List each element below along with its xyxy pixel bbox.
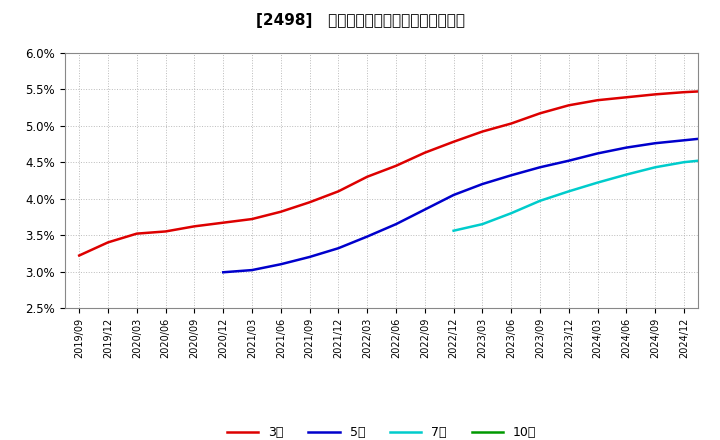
5年: [392, 221, 400, 227]
5年: [536, 165, 544, 170]
3年: [449, 139, 458, 144]
3年: [593, 98, 602, 103]
Legend: 3年, 5年, 7年, 10年: 3年, 5年, 7年, 10年: [222, 422, 541, 440]
5年: [680, 138, 688, 143]
7年: [564, 189, 573, 194]
3年: [536, 111, 544, 116]
3年: [132, 231, 141, 236]
5年: [363, 234, 372, 239]
5年: [593, 151, 602, 156]
3年: [161, 229, 170, 234]
7年: [593, 180, 602, 185]
7年: [622, 172, 631, 177]
5年: [622, 145, 631, 150]
3年: [651, 92, 660, 97]
3年: [248, 216, 256, 222]
3年: [104, 240, 112, 245]
5年: [219, 270, 228, 275]
7年: [449, 228, 458, 233]
5年: [651, 140, 660, 146]
3年: [305, 200, 314, 205]
3年: [75, 253, 84, 258]
5年: [708, 135, 717, 140]
5年: [248, 268, 256, 273]
3年: [276, 209, 285, 214]
5年: [449, 192, 458, 198]
3年: [622, 95, 631, 100]
7年: [708, 157, 717, 162]
3年: [420, 150, 429, 155]
Line: 7年: 7年: [454, 156, 720, 231]
7年: [680, 160, 688, 165]
Line: 3年: 3年: [79, 89, 720, 256]
3年: [392, 163, 400, 169]
5年: [276, 262, 285, 267]
7年: [507, 211, 516, 216]
3年: [708, 88, 717, 93]
7年: [536, 198, 544, 203]
3年: [680, 89, 688, 95]
3年: [219, 220, 228, 225]
5年: [334, 246, 343, 251]
5年: [507, 172, 516, 178]
7年: [651, 165, 660, 170]
3年: [190, 224, 199, 229]
5年: [305, 254, 314, 260]
3年: [478, 129, 487, 134]
Line: 5年: 5年: [223, 132, 720, 272]
3年: [363, 174, 372, 180]
3年: [564, 103, 573, 108]
5年: [420, 207, 429, 212]
3年: [507, 121, 516, 126]
5年: [478, 181, 487, 187]
Text: [2498]   経常利益マージンの平均値の推移: [2498] 経常利益マージンの平均値の推移: [256, 13, 464, 28]
3年: [334, 189, 343, 194]
5年: [564, 158, 573, 163]
7年: [478, 221, 487, 227]
